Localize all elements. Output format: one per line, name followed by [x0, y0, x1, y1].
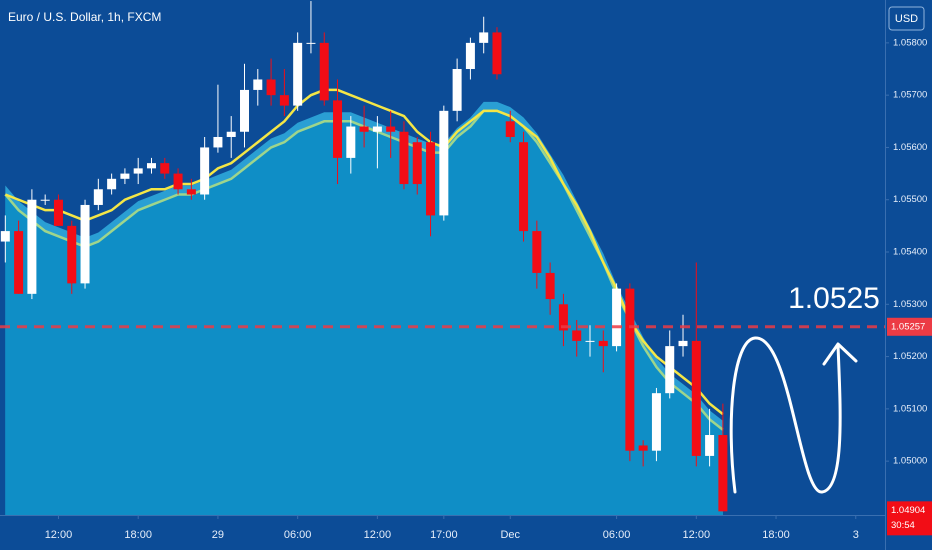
- x-tick-label: 12:00: [683, 529, 711, 541]
- candle-body: [80, 204, 90, 284]
- candle-body: [452, 69, 462, 111]
- candle-body: [465, 42, 475, 70]
- currency-label[interactable]: USD: [895, 13, 918, 25]
- x-tick-label: 12:00: [364, 529, 392, 541]
- candle-body: [133, 168, 143, 174]
- y-tick-label: 1.05400: [893, 247, 927, 258]
- candle-body: [572, 330, 582, 341]
- candle-body: [186, 189, 196, 195]
- candle-body: [665, 346, 675, 394]
- candle-body: [107, 178, 117, 190]
- candle-body: [346, 126, 356, 158]
- candle-body: [372, 126, 382, 132]
- level-tag-label: 1.05257: [891, 321, 925, 332]
- candle-body: [399, 131, 409, 185]
- plot-area: [0, 1, 728, 515]
- y-axis-line: [885, 0, 886, 550]
- x-tick-label: 29: [212, 529, 224, 541]
- candle-body: [558, 304, 568, 331]
- x-tick-label: 17:00: [430, 529, 458, 541]
- candle-body: [67, 225, 77, 284]
- x-tick-label: 18:00: [124, 529, 152, 541]
- candle-body: [585, 340, 595, 342]
- x-axis-line: [0, 515, 885, 516]
- candle-body: [240, 89, 250, 132]
- currency-button[interactable]: [888, 6, 925, 31]
- candle-body: [14, 231, 24, 294]
- y-tick-label: 1.05100: [893, 403, 927, 414]
- candle-body: [27, 199, 37, 294]
- y-tick-label: 1.05000: [893, 456, 927, 467]
- level-tag: [887, 317, 932, 336]
- countdown-label: 30:54: [891, 520, 915, 531]
- x-tick-label: 06:00: [284, 529, 312, 541]
- candle-body: [426, 142, 436, 216]
- candle-body: [306, 42, 316, 44]
- candle-body: [638, 445, 648, 451]
- candle-body: [505, 121, 515, 137]
- candle-body: [439, 110, 449, 216]
- last-price-label: 1.04904: [891, 505, 925, 516]
- candle-body: [691, 340, 701, 456]
- x-tick-label: 12:00: [45, 529, 73, 541]
- candle-body: [0, 231, 10, 242]
- candle-body: [213, 136, 223, 148]
- x-tick-label: 06:00: [603, 529, 631, 541]
- candle-body: [120, 173, 130, 179]
- candle-body: [532, 231, 542, 273]
- candle-body: [519, 142, 529, 232]
- annotation: 1.0525: [788, 282, 880, 315]
- candle-body: [386, 126, 396, 132]
- y-tick-label: 1.05700: [893, 90, 927, 101]
- candle-body: [200, 147, 210, 195]
- x-tick-label: 18:00: [762, 529, 790, 541]
- candle-body: [266, 79, 276, 96]
- candle-body: [479, 32, 489, 43]
- candle-body: [678, 340, 688, 347]
- candle-body: [359, 126, 369, 132]
- y-tick-label: 1.05500: [893, 194, 927, 205]
- arrow-head: [822, 342, 858, 366]
- candle-body: [545, 272, 555, 300]
- y-tick-label: 1.05300: [893, 299, 927, 310]
- y-tick-label: 1.05200: [893, 351, 927, 362]
- candle-body: [160, 163, 170, 174]
- y-tick-label: 1.05600: [893, 142, 927, 153]
- y-tick-label: 1.05800: [893, 37, 927, 48]
- candle-body: [598, 340, 608, 347]
- candle-body: [333, 100, 343, 158]
- candle-body: [253, 79, 263, 90]
- candle-body: [93, 189, 103, 205]
- chart-title: Euro / U.S. Dollar, 1h, FXCM: [8, 10, 161, 24]
- candle-body: [293, 42, 303, 106]
- candle-body: [173, 173, 183, 190]
- candle-body: [612, 288, 622, 347]
- candle-body: [651, 393, 661, 451]
- candle-body: [226, 131, 236, 137]
- candle-body: [279, 95, 289, 106]
- ma-area: [5, 110, 723, 515]
- candle-body: [492, 32, 502, 75]
- candle-body: [53, 199, 63, 226]
- candle-body: [412, 142, 422, 185]
- x-tick-label: Dec: [500, 529, 520, 541]
- ma-line: [4, 88, 724, 416]
- last-price-tag: [887, 501, 932, 536]
- candle-body: [319, 42, 329, 101]
- candle-body: [40, 199, 50, 201]
- candle-body: [146, 163, 156, 169]
- hand-drawn-arrow: [729, 336, 842, 494]
- candle-body: [625, 288, 635, 451]
- x-tick-label: 3: [853, 529, 859, 541]
- candle-body: [718, 435, 728, 512]
- candle-body: [705, 435, 715, 456]
